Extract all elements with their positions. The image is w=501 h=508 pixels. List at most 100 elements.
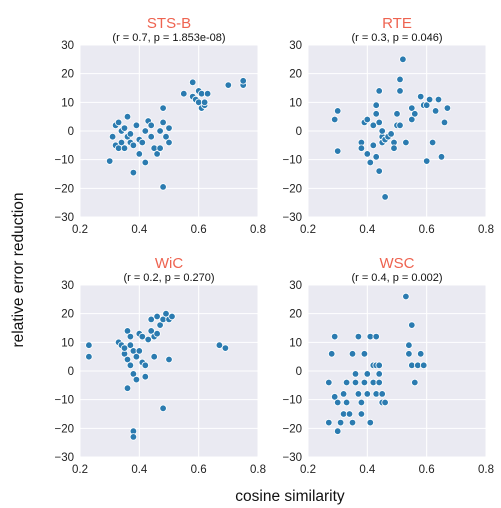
y-tick-label: 0 [296,366,302,378]
data-point [366,158,374,167]
data-point [345,410,354,418]
panel-wic: 0.2 0.4 0.6 0.8 −30 −20 −10 0 10 20 30 WiC(r = 0.2,… [54,255,266,476]
panel-title: WiC [155,255,183,272]
y-tick-label: 10 [289,337,302,349]
data-point [120,144,129,152]
data-point [165,355,173,364]
data-point [390,144,398,152]
x-tick-label: 0.4 [359,224,376,236]
data-point [440,118,449,127]
data-point [372,101,380,109]
panel-title: RTE [382,15,412,32]
y-tick-label: −10 [54,395,74,407]
data-point [162,310,170,318]
panel-title: STS-B [147,15,191,32]
data-point [147,315,155,324]
data-point [156,321,164,329]
y-axis-label: relative error reduction [10,192,27,347]
y-tick-label: 20 [289,69,302,81]
y-tick-label: 30 [289,40,302,52]
data-point [381,398,389,407]
data-point [357,398,366,407]
data-point [334,427,342,435]
data-point [425,95,434,104]
data-point [393,110,401,118]
panel-subtitle: (r = 0.3, p = 0.046) [351,32,442,44]
data-point [360,378,369,387]
data-point [221,344,230,352]
data-point [325,378,333,387]
data-point [396,121,404,129]
data-point [363,370,371,378]
y-tick-label: 10 [61,337,74,349]
data-point [239,77,247,85]
data-point [325,418,333,427]
data-point [399,55,407,63]
x-axis-label: cosine similarity [235,488,345,505]
data-point [372,332,380,341]
data-point [348,350,357,358]
x-tick-label: 0.6 [191,464,207,476]
data-point [159,183,167,191]
data-point [85,353,93,361]
data-point [138,332,146,341]
data-point [150,353,158,361]
data-point [411,110,419,118]
data-point [132,375,141,384]
data-point [180,89,188,98]
data-point [162,132,170,141]
x-tick-label: 0.2 [300,224,316,236]
data-point [417,350,425,358]
data-point [375,370,383,378]
x-tick-label: 0.8 [478,464,494,476]
data-point [147,132,155,141]
data-point [369,141,377,149]
data-point [443,104,452,112]
data-point [123,355,132,364]
data-point [423,101,431,109]
y-tick-label: −30 [282,452,302,464]
data-point [431,107,440,115]
data-point [132,353,141,361]
data-point [215,341,224,349]
y-tick-label: 30 [289,280,302,292]
panel-rte: 0.2 0.4 0.6 0.8 −30 −20 −10 0 10 20 30 RTE(r = 0.3,… [282,15,494,236]
data-point [334,147,342,155]
data-point [165,124,173,132]
data-point [378,390,386,398]
panel-subtitle: (r = 0.4, p = 0.002) [351,272,442,284]
data-point [135,347,143,355]
y-tick-label: 0 [296,126,302,138]
data-point [408,104,416,112]
data-point [105,157,114,165]
y-tick-label: 20 [289,309,302,321]
y-tick-label: 30 [61,40,74,52]
data-point [408,321,416,329]
data-point [203,89,212,98]
data-point [336,418,345,427]
x-tick-label: 0.4 [131,464,148,476]
y-tick-label: −30 [54,452,74,464]
y-tick-label: 20 [61,69,74,81]
data-point [366,418,374,427]
data-point [114,118,123,127]
data-point [126,341,135,349]
x-tick-label: 0.6 [419,224,435,236]
y-tick-label: −10 [282,395,302,407]
data-point [331,332,339,341]
data-point [357,410,366,418]
data-point [360,350,369,358]
data-point [372,110,380,118]
data-point [120,124,129,132]
data-point [396,75,404,84]
data-point [354,390,363,398]
data-point [141,361,149,369]
data-point [129,370,138,378]
data-point [405,341,413,349]
data-point [375,87,383,95]
data-point [108,132,117,141]
y-tick-label: 20 [61,309,74,321]
x-tick-label: 0.4 [359,464,376,476]
data-point [165,138,173,147]
